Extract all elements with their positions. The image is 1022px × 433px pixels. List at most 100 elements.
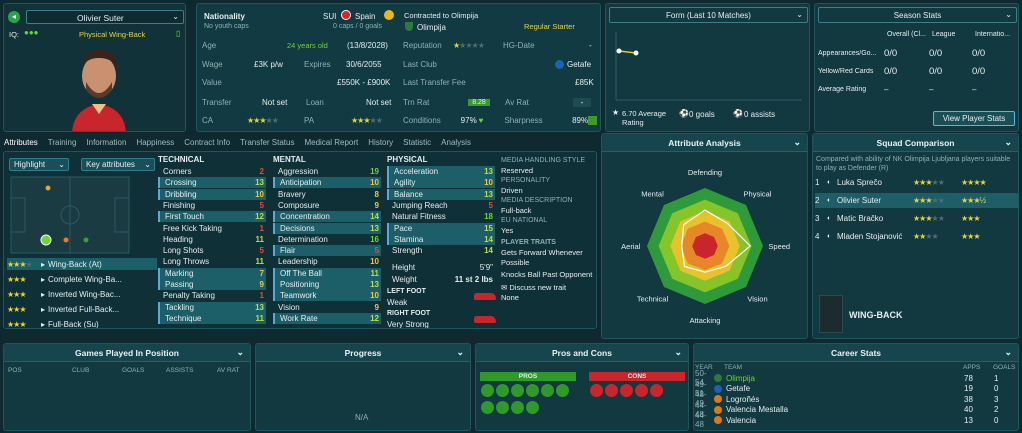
attribute-row[interactable]: Heading 11 <box>158 234 266 245</box>
attribute-row[interactable]: Anticipation 10 <box>273 177 381 189</box>
season-cell: 0/0 <box>972 48 986 59</box>
attribute-row[interactable]: Off The Ball 11 <box>273 267 381 279</box>
attribute-row[interactable]: Acceleration 13 <box>387 166 495 177</box>
attribute-row[interactable]: Tackling 13 <box>158 301 266 313</box>
tab-information[interactable]: Information <box>86 137 127 147</box>
season-title: Season Stats <box>893 10 942 20</box>
squad-row[interactable]: 4 ◐ Mladen Stojanović ★★★★ ★★★ <box>815 229 1018 244</box>
attribute-name: Free Kick Taking <box>163 223 222 233</box>
squad-row[interactable]: 3 ◐ Matic Bračko ★★★★★ ★★★ <box>815 211 1018 226</box>
attribute-row[interactable]: Work Rate 12 <box>273 312 381 324</box>
attribute-row[interactable]: Corners 2 <box>158 166 266 177</box>
player-name-box[interactable]: Olivier Suter ⌄ <box>26 10 184 24</box>
person-icon: ◐ <box>827 197 832 204</box>
career-row[interactable]: 50-54 Olimpija 78 1 <box>695 369 1017 387</box>
fee-row: Last Transfer Fee £85K <box>403 78 597 87</box>
role-item[interactable]: ★★★ ▸ Full-Back (Su) <box>7 318 157 329</box>
role-item[interactable]: ★★★ ▸ Complete Wing-Ba... <box>7 273 157 285</box>
squad-row[interactable]: 2 ◐ Olivier Suter ★★★★★ ★★★½ <box>815 193 1018 208</box>
discuss-trait-row[interactable]: ✉ Discuss new trait <box>501 283 596 293</box>
attribute-row[interactable]: Bravery 8 <box>273 189 381 200</box>
season-cell: 0/0 <box>884 66 898 77</box>
form-point[interactable] <box>616 48 622 54</box>
key-attributes-dropdown[interactable]: Key attributes ⌄ <box>81 158 155 171</box>
attribute-row[interactable]: Natural Fitness 18 <box>387 211 495 222</box>
attribute-name: Balance <box>394 189 423 199</box>
squad-row[interactable]: 1 ◐ Luka Sprečo ★★★★★ ★★★★ <box>815 175 1018 190</box>
lastclub-value[interactable]: Getafe <box>567 60 592 69</box>
attribute-row[interactable]: Long Shots 5 <box>158 245 266 256</box>
position-marker <box>63 237 69 243</box>
attribute-row[interactable]: Determination 16 <box>273 234 381 245</box>
attribute-row[interactable]: Long Throws 11 <box>158 256 266 267</box>
tab-medical-report[interactable]: Medical Report <box>304 137 359 147</box>
position-marker <box>40 234 52 246</box>
view-player-stats-button[interactable]: View Player Stats <box>933 111 1015 126</box>
attribute-row[interactable]: Jumping Reach 5 <box>387 200 495 211</box>
attribute-row[interactable]: Agility 10 <box>387 177 495 189</box>
clipboard-icon[interactable]: ▯ <box>176 29 181 38</box>
attribute-row[interactable]: Finishing 5 <box>158 200 266 211</box>
attribute-row[interactable]: Pace 15 <box>387 222 495 234</box>
career-row[interactable]: 44-48 Valencia Mestalla 40 2 <box>695 401 1017 419</box>
attribute-row[interactable]: Positioning 13 <box>273 279 381 290</box>
career-row[interactable]: 49-51 Getafe 19 0 <box>695 380 1017 398</box>
attribute-name: Concentration <box>280 212 330 222</box>
highlight-dropdown[interactable]: Highlight ⌄ <box>9 158 69 171</box>
attribute-row[interactable]: Marking 7 <box>158 267 266 279</box>
role-name: Complete Wing-Ba... <box>48 274 122 284</box>
attribute-row[interactable]: Decisions 13 <box>273 222 381 234</box>
attribute-row[interactable]: Free Kick Taking 1 <box>158 223 266 234</box>
season-row: Appearances/Go... 0/0 0/0 0/0 <box>818 48 985 59</box>
attribute-row[interactable]: Crossing 13 <box>158 177 266 189</box>
tab-training[interactable]: Training <box>47 137 77 147</box>
tab-history[interactable]: History <box>368 137 394 147</box>
form-assists: 0 assists <box>744 110 776 119</box>
back-button[interactable]: ◂ <box>8 11 20 23</box>
games-header[interactable]: Games Played In Position ⌄ <box>4 344 250 362</box>
analysis-header[interactable]: Attribute Analysis ⌄ <box>602 134 807 152</box>
attribute-row[interactable]: Teamwork 10 <box>273 290 381 302</box>
squad-comparison-panel: Squad Comparison ⌄ Compared with ability … <box>812 133 1019 339</box>
progress-header[interactable]: Progress ⌄ <box>256 344 470 362</box>
attribute-row[interactable]: Flair 5 <box>273 245 381 257</box>
attribute-row[interactable]: Technique 11 <box>158 312 266 324</box>
attribute-name: Pace <box>394 223 413 233</box>
attribute-row[interactable]: First Touch 12 <box>158 211 266 223</box>
tab-statistic[interactable]: Statistic <box>403 137 432 147</box>
attribute-row[interactable]: Dribbling 10 <box>158 188 266 200</box>
attribute-row[interactable]: Vision 9 <box>273 302 381 313</box>
tab-attributes[interactable]: Attributes <box>4 137 38 147</box>
squad-header[interactable]: Squad Comparison ⌄ <box>813 134 1018 152</box>
pros-cons-header[interactable]: Pros and Cons ⌄ <box>476 344 688 362</box>
role-item[interactable]: ★★★ ▸ Inverted Full-Back... <box>7 303 157 315</box>
tab-contract-info[interactable]: Contract Info <box>184 137 231 147</box>
attribute-row[interactable]: Aggression 19 <box>273 166 381 177</box>
pros-icon <box>526 384 539 397</box>
tab-analysis[interactable]: Analysis <box>441 137 471 147</box>
attribute-row[interactable]: Balance 13 <box>387 188 495 200</box>
pros-icon <box>556 384 569 397</box>
attribute-row[interactable]: Strength 14 <box>387 245 495 256</box>
attribute-row[interactable]: Concentration 14 <box>273 211 381 223</box>
form-dropdown[interactable]: Form (Last 10 Matches) ⌄ <box>609 7 808 23</box>
role-item[interactable]: ★★★★ ▸ Wing-Back (At) <box>7 258 157 270</box>
tab-transfer-status[interactable]: Transfer Status <box>240 137 295 147</box>
attribute-row[interactable]: Stamina 14 <box>387 233 495 245</box>
career-col: GOALS <box>993 364 1016 371</box>
career-row[interactable]: 44-48 Valencia 13 0 <box>695 411 1017 429</box>
season-cell: 0/0 <box>929 48 943 59</box>
career-row[interactable]: 48-49 Logroñés 38 3 <box>695 390 1017 408</box>
attribute-row[interactable]: Composure 9 <box>273 200 381 211</box>
season-dropdown[interactable]: Season Stats ⌄ <box>818 7 1017 23</box>
role-item[interactable]: ★★★ ▸ Inverted Wing-Bac... <box>7 288 157 300</box>
ability-row: CA ★★★★★ PA ★★★★★ <box>202 116 396 125</box>
career-header[interactable]: Career Stats ⌄ <box>694 344 1018 362</box>
club-name[interactable]: Olimpija <box>417 23 446 32</box>
age-label: Age <box>202 41 217 50</box>
tab-happiness[interactable]: Happiness <box>136 137 175 147</box>
attribute-row[interactable]: Leadership 10 <box>273 256 381 267</box>
attribute-row[interactable]: Passing 9 <box>158 279 266 290</box>
form-point[interactable] <box>633 50 639 56</box>
attribute-row[interactable]: Penalty Taking 1 <box>158 290 266 301</box>
